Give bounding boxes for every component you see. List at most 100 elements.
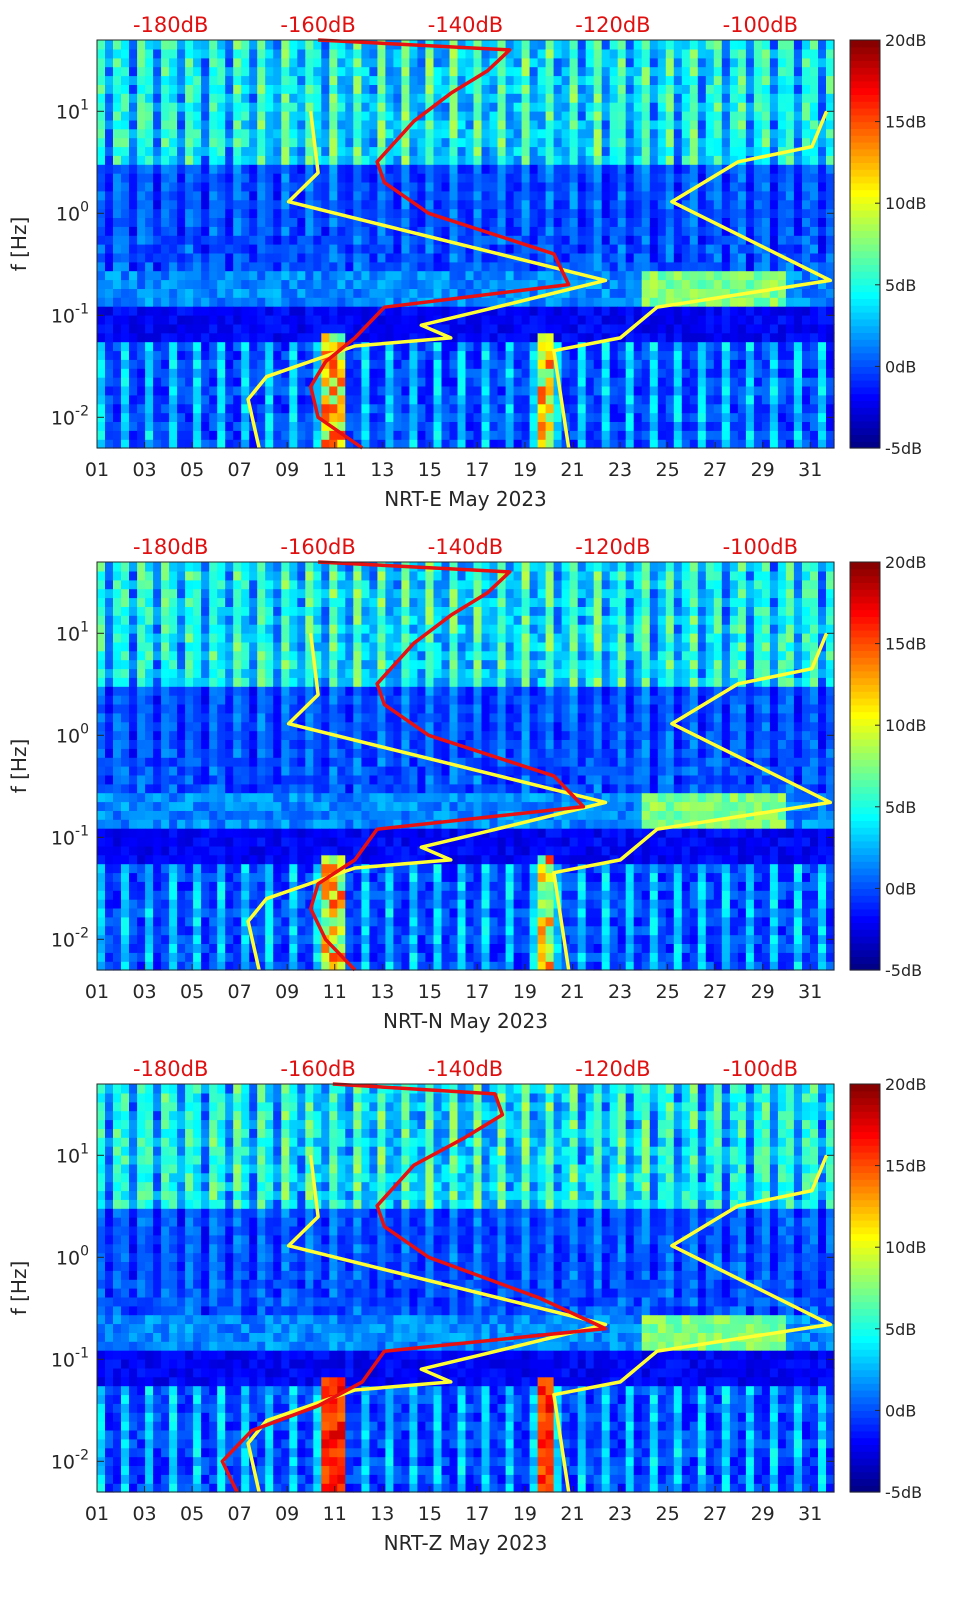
x-tick-label: 07 [228, 981, 252, 1003]
colorbar-label: 15dB [885, 113, 927, 132]
x-tick-label: 19 [513, 459, 537, 481]
top-db-label: -100dB [723, 13, 798, 37]
colorbar-label: 5dB [885, 1320, 916, 1339]
colorbar-label: 20dB [885, 31, 927, 50]
x-axis-title: NRT-N May 2023 [383, 1009, 548, 1033]
top-db-label: -180dB [133, 1057, 208, 1081]
x-tick-label: 27 [703, 459, 727, 481]
x-tick-label: 17 [465, 1503, 489, 1525]
x-tick-label: 23 [608, 981, 632, 1003]
x-tick-label: 25 [655, 1503, 679, 1525]
x-tick-label: 05 [180, 459, 204, 481]
top-db-label: -180dB [133, 13, 208, 37]
y-tick-label: 10-2 [51, 403, 89, 429]
colorbar-label: 10dB [885, 1238, 927, 1257]
x-tick-label: 03 [132, 459, 156, 481]
x-tick-label: 31 [798, 1503, 822, 1525]
y-axis-title: f [Hz] [7, 739, 31, 794]
top-db-label: -160dB [280, 535, 355, 559]
x-tick-label: 15 [418, 1503, 442, 1525]
x-tick-label: 21 [560, 1503, 584, 1525]
median-psd-curve [220, 1082, 608, 1493]
x-tick-label: 19 [513, 1503, 537, 1525]
y-tick-label: 100 [56, 199, 89, 225]
x-tick-label: 17 [465, 459, 489, 481]
x-tick-label: 13 [370, 459, 394, 481]
colorbar-label: 15dB [885, 1157, 927, 1176]
x-tick-label: 17 [465, 981, 489, 1003]
colorbar-label: 0dB [885, 357, 916, 376]
x-tick-label: 15 [418, 981, 442, 1003]
axes-box [96, 1083, 835, 1493]
high-noise-model-curve [552, 1154, 833, 1493]
axes-box [96, 561, 835, 971]
y-tick-label: 10-1 [51, 1345, 89, 1371]
low-noise-model-curve [246, 111, 608, 449]
top-db-label: -120dB [575, 1057, 650, 1081]
y-tick-label: 10-1 [51, 823, 89, 849]
panel-2: 01 03 05 07 09 11 13 15 17 19 21 23 25 27 29 31 NRT-N Ma… [7, 535, 927, 1033]
top-db-label: -180dB [133, 535, 208, 559]
x-tick-label: 21 [560, 981, 584, 1003]
x-tick-label: 27 [703, 1503, 727, 1525]
top-db-label: -120dB [575, 13, 650, 37]
colorbar-label: 20dB [885, 1075, 927, 1094]
low-noise-model-curve [246, 633, 608, 971]
x-tick-label: 01 [85, 981, 109, 1003]
x-tick-label: 29 [751, 459, 775, 481]
y-axis-title: f [Hz] [7, 217, 31, 272]
x-tick-label: 03 [132, 1503, 156, 1525]
x-tick-label: 11 [323, 981, 347, 1003]
high-noise-model-curve [552, 110, 833, 449]
x-tick-label: 23 [608, 1503, 632, 1525]
top-db-label: -100dB [723, 1057, 798, 1081]
top-db-label: -140dB [428, 535, 503, 559]
y-tick-label: 100 [56, 721, 89, 747]
x-tick-label: 11 [323, 459, 347, 481]
x-tick-label: 13 [370, 981, 394, 1003]
x-tick-label: 09 [275, 1503, 299, 1525]
top-db-label: -140dB [428, 13, 503, 37]
x-axis-title: NRT-E May 2023 [384, 487, 547, 511]
y-tick-label: 101 [56, 97, 89, 123]
x-tick-label: 25 [655, 459, 679, 481]
panel-3: 01 03 05 07 09 11 13 15 17 19 21 23 25 27 29 31 NRT-Z Ma… [7, 1057, 927, 1555]
top-db-label: -160dB [280, 13, 355, 37]
y-tick-label: 10-2 [51, 1447, 89, 1473]
x-tick-label: 01 [85, 1503, 109, 1525]
x-tick-label: 07 [228, 459, 252, 481]
x-tick-label: 21 [560, 459, 584, 481]
x-tick-label: 31 [798, 459, 822, 481]
colorbar-label: 5dB [885, 276, 916, 295]
panel-1: 01 03 05 07 09 11 13 15 17 19 21 23 25 27 29 31 NRT-E Ma… [7, 13, 927, 511]
y-tick-label: 101 [56, 1141, 89, 1167]
top-db-label: -120dB [575, 535, 650, 559]
top-db-label: -140dB [428, 1057, 503, 1081]
x-tick-label: 09 [275, 459, 299, 481]
colorbar-label: 5dB [885, 798, 916, 817]
colorbar-label: 0dB [885, 1401, 916, 1420]
median-psd-curve [308, 38, 571, 450]
x-tick-label: 25 [655, 981, 679, 1003]
colorbar-label: -5dB [885, 1483, 922, 1502]
y-tick-label: 100 [56, 1243, 89, 1269]
colorbar-label: 10dB [885, 194, 927, 213]
high-noise-model-curve [552, 632, 833, 971]
y-tick-label: 101 [56, 619, 89, 645]
x-tick-label: 07 [228, 1503, 252, 1525]
x-tick-label: 27 [703, 981, 727, 1003]
x-tick-label: 03 [132, 981, 156, 1003]
median-psd-curve [308, 560, 586, 972]
x-tick-label: 09 [275, 981, 299, 1003]
x-tick-label: 13 [370, 1503, 394, 1525]
x-tick-label: 11 [323, 1503, 347, 1525]
y-axis-title: f [Hz] [7, 1261, 31, 1316]
x-axis-title: NRT-Z May 2023 [384, 1531, 548, 1555]
spectrogram-field [97, 1084, 835, 1493]
y-tick-label: 10-2 [51, 925, 89, 951]
x-tick-label: 19 [513, 981, 537, 1003]
colorbar-label: 15dB [885, 635, 927, 654]
x-tick-label: 31 [798, 981, 822, 1003]
colorbar: 20dB 15dB 10dB 5dB 0dB -5dB [849, 553, 927, 980]
